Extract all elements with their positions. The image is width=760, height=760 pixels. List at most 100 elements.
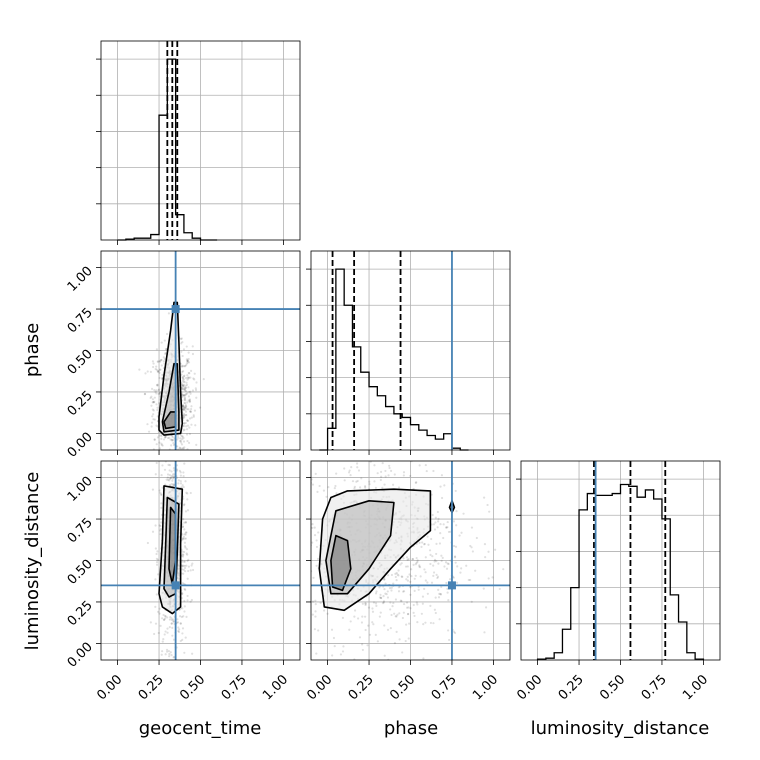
sample-point bbox=[152, 362, 155, 365]
sample-point bbox=[439, 593, 443, 596]
sample-point bbox=[149, 370, 152, 373]
sample-point bbox=[177, 479, 180, 482]
sample-point bbox=[181, 387, 184, 390]
sample-point bbox=[168, 618, 172, 621]
sample-point bbox=[170, 439, 174, 442]
sample-point bbox=[393, 473, 396, 476]
sample-point bbox=[303, 496, 305, 498]
sample-point bbox=[375, 590, 378, 593]
sample-point bbox=[426, 592, 429, 595]
sample-point bbox=[313, 534, 317, 537]
sample-point bbox=[402, 590, 405, 593]
sample-point bbox=[187, 565, 190, 568]
sample-point bbox=[186, 361, 189, 364]
sample-point bbox=[172, 638, 176, 641]
sample-point bbox=[314, 615, 317, 618]
sample-point bbox=[155, 392, 158, 395]
sample-point bbox=[162, 638, 165, 641]
sample-point bbox=[155, 424, 158, 427]
sample-point bbox=[170, 622, 173, 625]
sample-point bbox=[184, 636, 187, 639]
sample-point bbox=[355, 462, 359, 465]
sample-point bbox=[181, 565, 184, 568]
sample-point bbox=[358, 636, 362, 639]
sample-point bbox=[383, 654, 386, 657]
sample-point bbox=[316, 557, 320, 560]
sample-point bbox=[184, 402, 187, 405]
sample-point bbox=[414, 563, 417, 566]
sample-point bbox=[158, 359, 161, 363]
sample-point bbox=[329, 697, 331, 699]
sample-point bbox=[395, 615, 398, 618]
sample-point bbox=[182, 560, 185, 563]
sample-point bbox=[181, 364, 184, 367]
sample-point bbox=[429, 604, 432, 607]
sample-point bbox=[153, 418, 156, 421]
sample-point bbox=[453, 631, 457, 635]
sample-point bbox=[168, 473, 171, 477]
sample-point bbox=[158, 392, 162, 395]
sample-point bbox=[164, 483, 167, 486]
sample-point bbox=[454, 561, 457, 564]
sample-point bbox=[152, 418, 155, 421]
sample-point bbox=[383, 578, 386, 581]
sample-point bbox=[453, 630, 456, 633]
sample-point bbox=[395, 579, 398, 582]
sample-point bbox=[414, 574, 417, 577]
sample-point bbox=[158, 402, 161, 405]
sample-point bbox=[168, 477, 171, 481]
sample-point bbox=[157, 370, 160, 373]
sample-point bbox=[159, 524, 162, 528]
sample-point bbox=[341, 616, 345, 619]
sample-point bbox=[158, 489, 161, 492]
sample-point bbox=[376, 640, 379, 643]
sample-point bbox=[168, 469, 171, 472]
sample-point bbox=[184, 510, 188, 513]
sample-point bbox=[486, 503, 489, 507]
sample-point bbox=[155, 348, 159, 351]
sample-point bbox=[175, 668, 177, 670]
sample-point bbox=[401, 651, 404, 654]
sample-point bbox=[465, 564, 468, 567]
sample-point bbox=[405, 601, 409, 604]
sample-point bbox=[182, 383, 186, 386]
sample-point bbox=[374, 486, 377, 490]
sample-point bbox=[182, 517, 185, 521]
sample-point bbox=[180, 373, 183, 376]
sample-point bbox=[181, 592, 184, 595]
truth-marker bbox=[171, 305, 180, 314]
sample-point bbox=[183, 428, 186, 431]
sample-point bbox=[412, 611, 415, 614]
sample-point bbox=[408, 622, 411, 625]
sample-point bbox=[360, 477, 363, 480]
sample-point bbox=[494, 548, 497, 551]
sample-point bbox=[185, 564, 188, 567]
sample-point bbox=[172, 475, 175, 478]
sample-point bbox=[168, 479, 171, 482]
sample-point bbox=[172, 656, 175, 659]
sample-point bbox=[183, 537, 186, 540]
sample-point bbox=[484, 606, 488, 609]
sample-point bbox=[389, 627, 392, 630]
y-tick-label: 0.00 bbox=[65, 640, 96, 671]
sample-point bbox=[158, 371, 161, 374]
sample-point bbox=[368, 480, 371, 483]
sample-point bbox=[172, 443, 176, 447]
sample-point bbox=[453, 556, 457, 559]
sample-point bbox=[186, 359, 189, 363]
sample-point bbox=[164, 435, 167, 438]
sample-point bbox=[189, 569, 192, 572]
panel-hist-luminosity-distance: 0.00 0.25 0.50 0.75 1.00 bbox=[514, 460, 721, 703]
sample-point bbox=[309, 555, 311, 557]
sample-point bbox=[314, 472, 317, 476]
sample-point bbox=[349, 474, 352, 477]
sample-point bbox=[161, 377, 164, 380]
sample-point bbox=[452, 520, 455, 523]
panel-border bbox=[100, 40, 301, 241]
sample-point bbox=[371, 621, 374, 624]
sample-point bbox=[149, 396, 152, 400]
sample-point bbox=[412, 603, 415, 607]
sample-point bbox=[186, 439, 189, 443]
sample-point bbox=[425, 469, 428, 473]
